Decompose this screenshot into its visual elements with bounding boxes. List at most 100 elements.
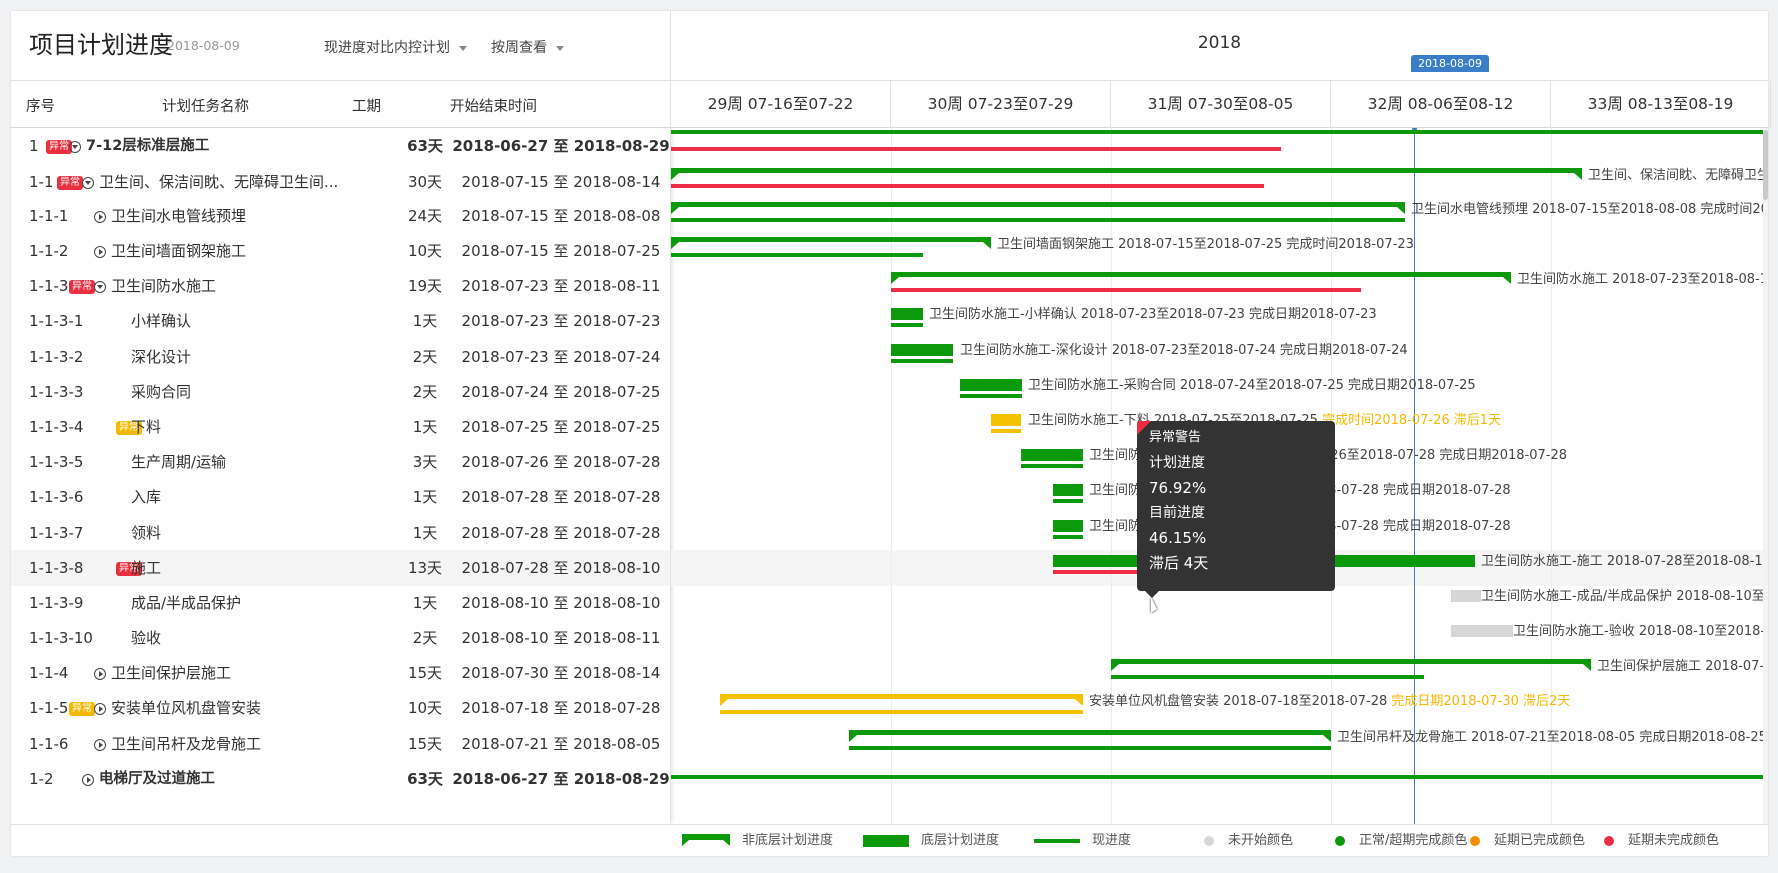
bar-label-text: 卫生间防水施工-深化设计 2018-07-23至2018-07-24 完成日期2… [960, 343, 1408, 358]
plan-bar[interactable] [891, 308, 923, 320]
mouse-cursor-icon [1151, 597, 1157, 613]
task-row[interactable]: 1-1-3-7 领料 1天 2018-07-28 至 2018-07-28 [11, 515, 670, 551]
bar-label: 安装单位风机盘管安装 2018-07-18至2018-07-28 完成日期201… [1089, 692, 1570, 712]
task-row[interactable]: 1-1-3 异常 卫生间防水施工 19天 2018-07-23 至 2018-08-11 [11, 268, 670, 304]
task-dates: 2018-07-28 至 2018-07-28 [461, 488, 661, 506]
plan-bar[interactable] [1451, 625, 1513, 637]
plan-bar[interactable] [1021, 449, 1083, 461]
progress-line[interactable] [891, 323, 923, 327]
progress-line[interactable] [1053, 499, 1083, 503]
task-row[interactable]: 1-1-3-5 生产周期/运输 3天 2018-07-26 至 2018-07-28 [11, 444, 670, 480]
legend-bottom-plan: 底层计划进度 [863, 825, 999, 857]
task-no: 1-1-3-4 [29, 418, 84, 436]
task-row[interactable]: 1-1-3-8 异常 施工 13天 2018-07-28 至 2018-08-10 [11, 550, 670, 586]
task-duration: 1天 [412, 312, 438, 330]
expand-icon[interactable] [94, 245, 106, 258]
task-no: 1-1-5 [29, 699, 69, 717]
task-name: 7-12层标准层施工 [86, 138, 210, 154]
progress-line[interactable] [960, 394, 1022, 398]
plan-bar[interactable] [1053, 484, 1083, 496]
plan-bar-bracket[interactable] [849, 730, 1331, 742]
progress-line[interactable] [720, 710, 1083, 714]
bar-label: 卫生间防水施工 2018-07-23至2018-08-1 [1517, 270, 1768, 290]
task-row[interactable]: 1 异常 7-12层标准层施工 63天 2018-06-27 至 2018-08-29 [11, 128, 670, 164]
task-no: 1-1-3-7 [29, 524, 84, 542]
year-header: 2018 [671, 11, 1768, 81]
plan-bar-bracket[interactable] [720, 694, 1083, 706]
progress-line[interactable] [671, 147, 1281, 151]
legend-non-bottom-plan: 非底层计划进度 [682, 825, 833, 857]
task-name: 入库 [131, 488, 162, 506]
plan-bar[interactable] [891, 344, 953, 356]
task-no: 1 [29, 137, 39, 155]
task-row[interactable]: 1-1-3-3 采购合同 2天 2018-07-24 至 2018-07-25 [11, 374, 670, 410]
scrollbar-thumb[interactable] [1763, 130, 1768, 200]
task-duration: 1天 [412, 594, 438, 612]
legend-on-time: 正常/超期完成颜色 [1335, 825, 1467, 857]
plan-bar[interactable] [960, 379, 1022, 391]
task-dates: 2018-06-27 至 2018-08-29 [452, 137, 670, 155]
expand-icon[interactable] [94, 702, 106, 715]
expand-icon[interactable] [94, 667, 106, 680]
progress-line[interactable] [1111, 675, 1424, 679]
task-row[interactable]: 1-1-3-1 小样确认 1天 2018-07-23 至 2018-07-23 [11, 303, 670, 339]
task-row[interactable]: 1-1-1 卫生间水电管线预埋 24天 2018-07-15 至 2018-08-08 [11, 198, 670, 234]
progress-line[interactable] [1021, 464, 1083, 468]
task-row[interactable]: 1-1-5 异常 安装单位风机盘管安装 10天 2018-07-18 至 2018-07… [11, 690, 670, 726]
progress-line[interactable] [671, 218, 1405, 222]
expand-icon[interactable] [94, 210, 106, 223]
progress-line[interactable] [891, 359, 953, 363]
progress-line[interactable] [671, 775, 1768, 779]
task-row[interactable]: 1-2 电梯厅及过道施工 63天 2018-06-27 至 2018-08-29 [11, 761, 670, 797]
progress-line[interactable] [849, 746, 1331, 750]
expand-icon[interactable] [94, 738, 106, 751]
bar-label-text: 卫生间防水施工-验收 2018-08-10至2018- [1513, 624, 1766, 639]
vertical-scrollbar[interactable] [1763, 128, 1768, 824]
bar-label: 卫生间防水施工-深化设计 2018-07-23至2018-07-24 完成日期2… [960, 341, 1408, 361]
progress-line[interactable] [671, 184, 1264, 188]
task-row[interactable]: 1-1-3-9 成品/半成品保护 1天 2018-08-10 至 2018-08-10 [11, 585, 670, 621]
view-mode-select[interactable]: 按周查看 [491, 37, 564, 57]
task-name: 电梯厅及过道施工 [99, 771, 215, 787]
plan-bar-bracket[interactable] [671, 168, 1582, 180]
week-gridline [891, 128, 892, 824]
collapse-icon[interactable] [69, 140, 81, 153]
progress-line[interactable] [991, 429, 1021, 433]
collapse-icon[interactable] [82, 176, 94, 189]
task-row[interactable]: 1-1-3-4 异常 下料 1天 2018-07-25 至 2018-07-25 [11, 409, 670, 445]
task-name: 安装单位风机盘管安装 [111, 699, 262, 717]
task-row[interactable]: 1-1-4 卫生间保护层施工 15天 2018-07-30 至 2018-08-14 [11, 655, 670, 691]
legend-not-started: 未开始颜色 [1204, 825, 1293, 857]
task-name: 下料 [131, 418, 162, 436]
plan-bar-bracket[interactable] [891, 272, 1511, 284]
task-row[interactable]: 1-1 异常 卫生间、保洁间眈、无障碍卫生间... 30天 2018-07-15 至 2… [11, 164, 670, 200]
bar-label-text: 卫生间墙面钢架施工 2018-07-15至2018-07-25 完成时间2018… [997, 237, 1414, 252]
task-dates: 2018-07-23 至 2018-07-24 [461, 348, 661, 366]
progress-line[interactable] [1053, 535, 1083, 539]
task-no: 1-1-3-5 [29, 453, 84, 471]
plan-bar-bracket[interactable] [1111, 659, 1591, 671]
plan-bar[interactable] [1053, 520, 1083, 532]
task-duration: 2天 [412, 629, 438, 647]
task-row[interactable]: 1-1-3-6 入库 1天 2018-07-28 至 2018-07-28 [11, 479, 670, 515]
compare-mode-select[interactable]: 现进度对比内控计划 [324, 37, 467, 57]
task-dates: 2018-07-30 至 2018-08-14 [461, 664, 661, 682]
collapse-icon[interactable] [94, 280, 106, 293]
task-row[interactable]: 1-1-2 卫生间墙面钢架施工 10天 2018-07-15 至 2018-07-25 [11, 233, 670, 269]
plan-bar-bracket[interactable] [671, 202, 1405, 214]
progress-line[interactable] [671, 253, 923, 257]
plan-bar-bracket[interactable] [671, 237, 991, 249]
task-row[interactable]: 1-1-3-10 验收 2天 2018-08-10 至 2018-08-11 [11, 620, 670, 656]
bar-label-text: 卫生间防水施工-小样确认 2018-07-23至2018-07-23 完成日期2… [929, 307, 1377, 322]
expand-icon[interactable] [82, 773, 94, 786]
plan-bar[interactable] [991, 414, 1021, 426]
task-row[interactable]: 1-1-6 卫生间吊杆及龙骨施工 15天 2018-07-21 至 2018-08-0… [11, 726, 670, 762]
compare-mode-label: 现进度对比内控计划 [324, 40, 450, 56]
bar-label-warning: 完成时间2018-07-26 滞后1天 [1322, 413, 1502, 428]
progress-line[interactable] [671, 130, 1768, 134]
plan-bar[interactable] [1451, 590, 1481, 602]
task-duration: 2天 [412, 348, 438, 366]
bar-label: 卫生间水电管线预埋 2018-07-15至2018-08-08 完成时间20 [1411, 200, 1768, 220]
progress-line[interactable] [891, 288, 1361, 292]
task-row[interactable]: 1-1-3-2 深化设计 2天 2018-07-23 至 2018-07-24 [11, 339, 670, 375]
